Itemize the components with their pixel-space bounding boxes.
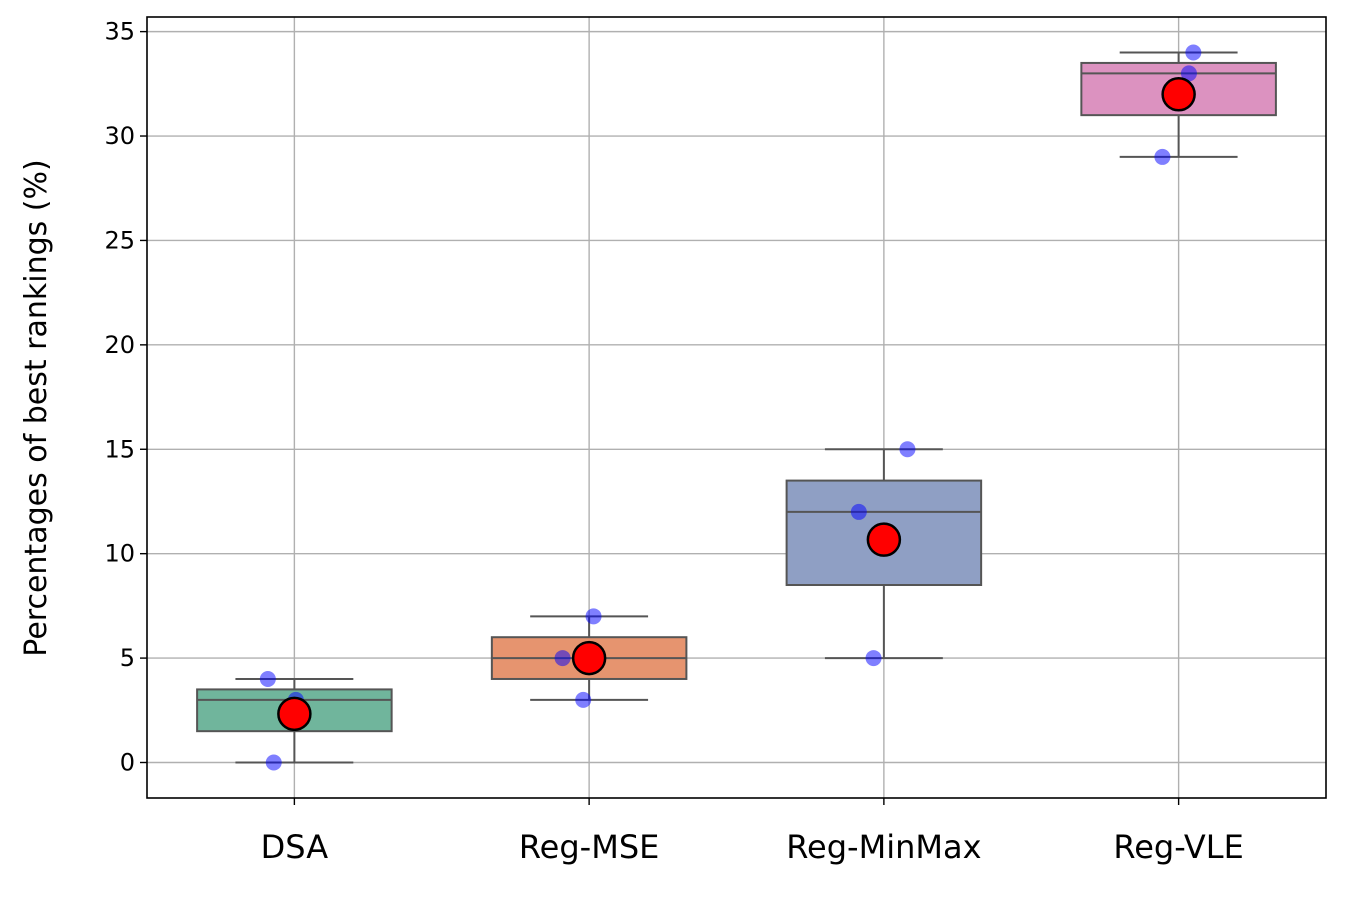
data-point xyxy=(899,441,916,458)
data-point xyxy=(585,608,602,625)
data-point xyxy=(575,691,592,708)
box-reg-vle xyxy=(1080,44,1277,165)
mean-marker xyxy=(571,640,607,676)
x-tick-label: DSA xyxy=(261,828,329,866)
x-tick-label: Reg-VLE xyxy=(1113,828,1243,866)
box-dsa xyxy=(196,670,393,771)
x-tick-label: Reg-MSE xyxy=(519,828,659,866)
box-reg-mse xyxy=(490,608,688,708)
data-point xyxy=(1180,65,1197,82)
plot-frame xyxy=(146,16,1327,799)
mean-marker xyxy=(277,696,312,732)
data-point xyxy=(865,650,882,667)
y-tick-label: 5 xyxy=(120,644,135,672)
y-axis-label: Percentages of best rankings (%) xyxy=(19,159,54,656)
y-tick-label: 15 xyxy=(104,435,135,463)
box-reg-minmax xyxy=(785,441,983,667)
y-tick-label: 0 xyxy=(120,749,135,777)
data-point xyxy=(554,650,571,667)
data-point xyxy=(850,503,867,520)
y-tick-label: 25 xyxy=(104,226,135,254)
ticks: 0 5 10 15 20 25 30 35 DSA Reg-MSE Reg-MinMax Reg-VL… xyxy=(104,18,1243,866)
x-tick-label: Reg-MinMax xyxy=(786,828,981,866)
grid xyxy=(147,17,1326,798)
mean-marker xyxy=(1161,77,1196,112)
data-point xyxy=(1154,148,1171,165)
y-tick-label: 30 xyxy=(104,122,135,150)
mean-marker xyxy=(866,522,902,557)
data-point xyxy=(1185,44,1202,61)
y-tick-label: 20 xyxy=(104,331,135,359)
boxes xyxy=(196,44,1277,771)
y-tick-label: 35 xyxy=(104,18,135,46)
data-point xyxy=(265,754,282,771)
y-tick-label: 10 xyxy=(104,540,135,568)
data-point xyxy=(259,670,276,687)
